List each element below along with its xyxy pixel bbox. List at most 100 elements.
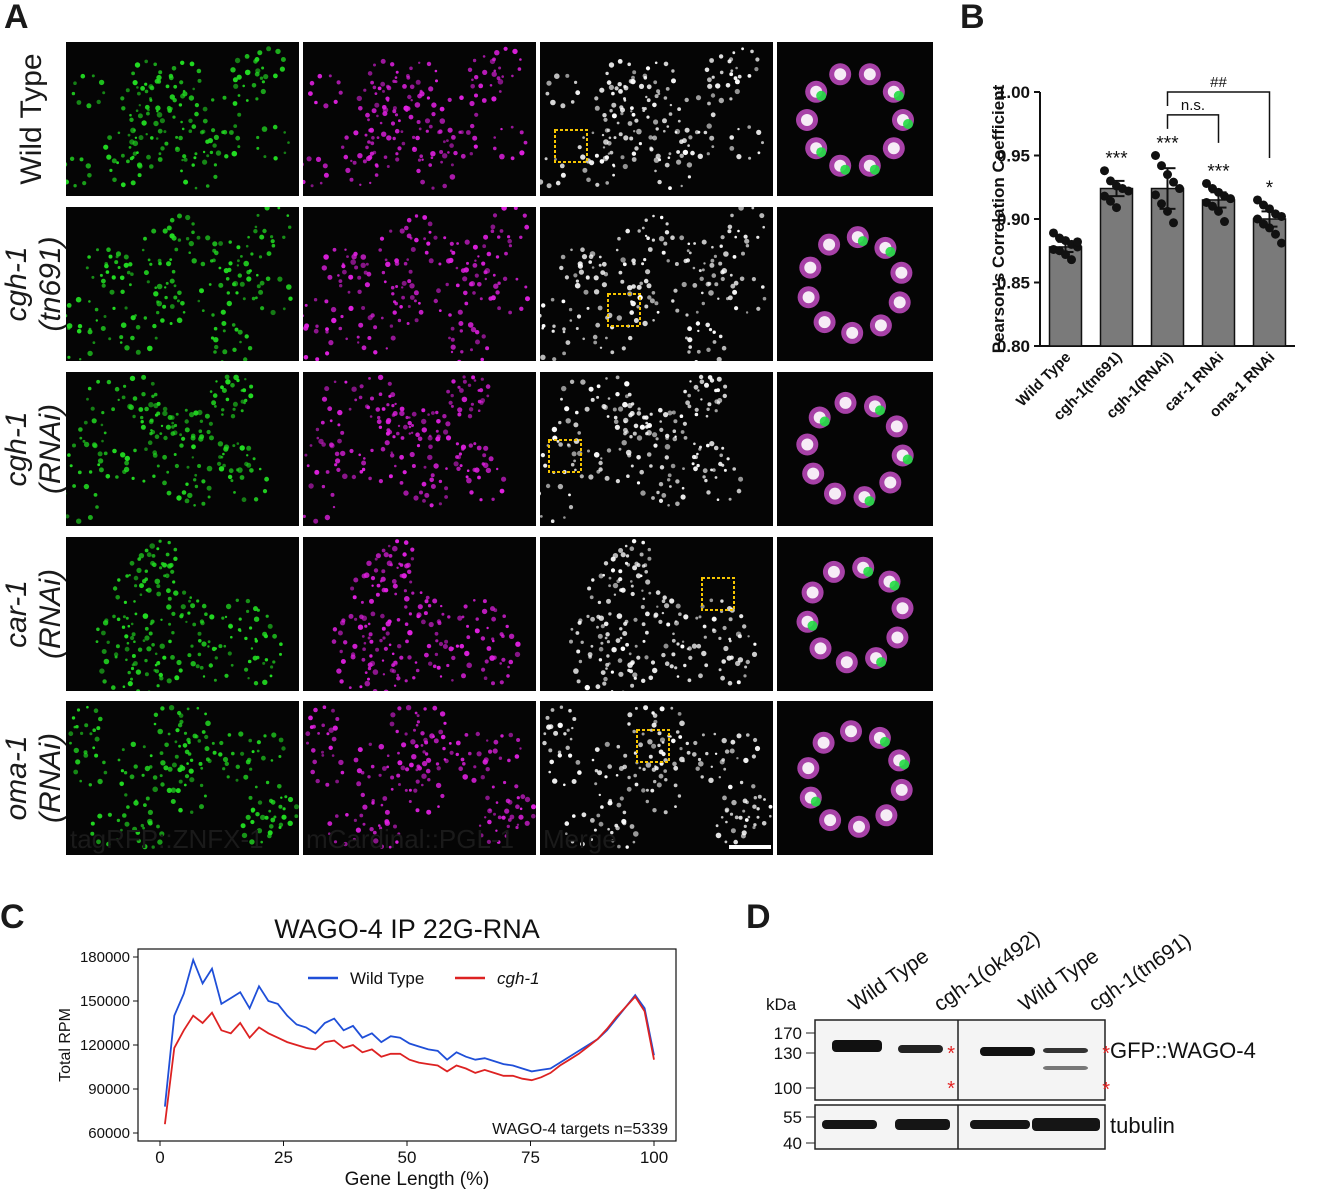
granule [185,214,191,221]
granule [242,84,245,88]
granule [381,626,386,631]
granule [191,456,194,459]
granule [425,768,431,774]
granule-green [902,454,913,465]
granule [683,436,688,440]
granule [488,749,493,754]
granule [642,767,646,771]
granule [653,443,658,448]
granule [706,443,710,448]
granule [98,79,105,86]
granule [604,636,608,640]
granule-core [863,68,876,81]
granule [653,157,660,163]
granule [288,296,293,301]
granule [367,662,373,668]
granule [85,163,91,169]
granule [231,751,235,756]
granule [499,632,504,637]
granule [219,740,224,746]
granule [381,131,387,137]
granule [235,468,240,472]
granule [407,94,412,100]
granule [438,641,444,647]
granule [502,276,508,281]
granule [372,150,377,155]
granule [480,377,484,381]
granule [270,665,274,669]
granule [361,306,366,310]
granule [367,118,370,122]
granule [196,599,200,603]
granule [469,100,475,107]
granule [168,639,172,644]
granule [129,139,135,145]
granule [390,453,395,458]
granule [120,96,125,101]
granule [606,654,610,658]
granule [410,739,416,745]
granule [232,401,238,407]
granule [711,145,715,148]
granule [645,630,649,635]
granule [504,808,510,814]
granule [135,325,141,330]
granule [135,669,142,675]
data-point [1124,186,1133,196]
granule-core [880,809,893,822]
granule [471,777,477,783]
granule [438,729,444,735]
granule [394,402,397,406]
granule [77,324,83,329]
granule [668,152,672,156]
granule [117,131,121,135]
granule [399,481,404,485]
granule [653,614,658,619]
granule [395,152,399,156]
granule [618,569,623,574]
granule [656,89,661,94]
granule [327,821,333,826]
granule [395,539,400,544]
granule [142,479,146,483]
granule [341,264,346,269]
granule [392,109,397,114]
granule [255,812,260,817]
granule [621,346,626,351]
micrograph-r4-c2 [303,537,536,691]
row-label-1: Wild Type [15,53,49,184]
granule [720,675,725,681]
granule [134,584,138,588]
granule [117,398,120,402]
granule [162,655,167,660]
granule [557,753,562,758]
granule [464,301,469,306]
granule [741,830,747,836]
granule [745,311,749,314]
granule [742,809,746,813]
granule [372,85,377,90]
data-point [1163,170,1172,180]
granule [273,156,278,161]
marker-label: 170 [774,1024,802,1043]
granule [580,154,586,160]
granule [167,540,171,545]
granule [658,236,665,242]
granule [399,454,404,460]
granule [411,591,415,595]
granule [234,57,241,64]
granule [618,270,623,275]
row-label-5: oma-1 (RNAi) [0,733,68,823]
granule [675,308,680,313]
granule [611,113,617,119]
granule [603,561,609,566]
granule [706,407,710,411]
granule [186,737,191,743]
granule [510,156,515,161]
granule [369,639,374,644]
granule [427,413,430,416]
granule [598,263,602,267]
granule [674,620,679,626]
granule [459,643,465,649]
granule [133,448,137,453]
